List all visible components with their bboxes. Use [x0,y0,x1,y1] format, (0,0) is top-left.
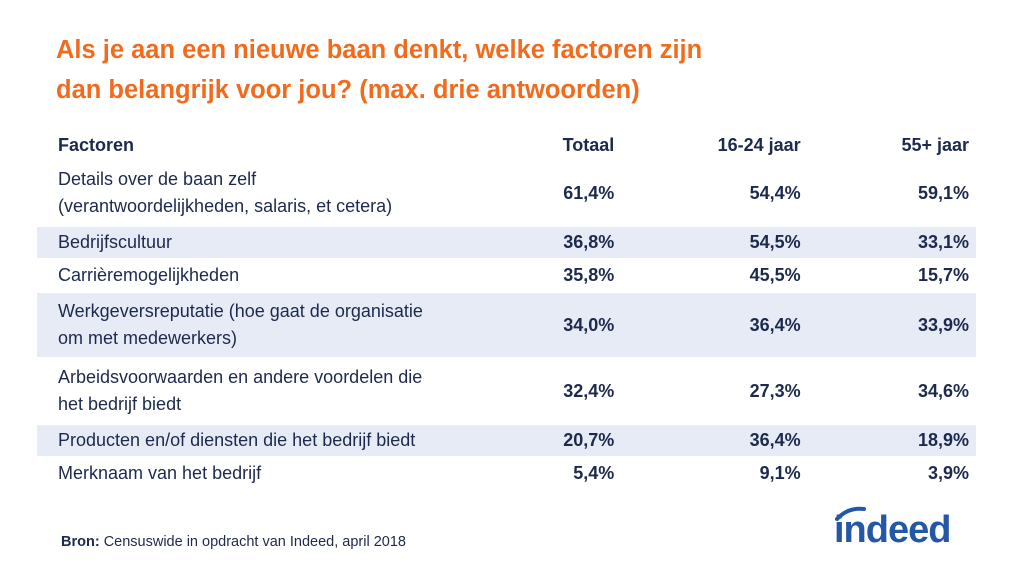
value-totaal: 34,0% [548,293,615,357]
value-totaal: 5,4% [573,463,615,483]
factor-cell: Werkgeversreputatie (hoe gaat de organis… [37,293,549,357]
logo-text: indeed [834,509,951,551]
value-55-plus: 34,6% [917,380,969,401]
factor-line-1: Werkgeversreputatie (hoe gaat de organis… [58,301,423,321]
header-55-plus: 55+ jaar [901,135,969,155]
chart-title: Als je aan een nieuwe baan denkt, welke … [56,30,816,110]
value-totaal: 20,7% [548,425,615,456]
value-16-24: 36,4% [614,293,801,357]
factor-cell: Merknaam van het bedrijf [58,463,262,483]
value-55-plus: 18,9% [800,425,976,456]
value-55-plus: 59,1% [917,182,969,203]
table-row: Producten en/of diensten die het bedrijf… [37,425,976,456]
value-16-24: 54,5% [614,227,801,258]
header-totaal: Totaal [562,135,615,155]
value-55-plus: 33,1% [800,227,976,258]
value-16-24: 54,4% [749,182,801,203]
header-16-24: 16-24 jaar [717,135,801,155]
value-16-24: 27,3% [749,380,801,401]
source-label: Bron: [61,534,100,550]
factor-line-2: het bedrijf biedt [58,394,182,414]
factor-cell: Producten en/of diensten die het bedrijf… [37,425,549,456]
value-16-24: 36,4% [614,425,801,456]
factor-cell: Arbeidsvoorwaarden en andere voordelen d… [37,359,549,423]
factor-line-1: Details over de baan zelf [58,169,257,189]
table-row: Arbeidsvoorwaarden en andere voordelen d… [37,359,976,423]
indeed-logo: indeed [834,505,974,555]
table-header-row: Factoren Totaal 16-24 jaar 55+ jaar [37,130,976,161]
factor-line-2: (verantwoordelijkheden, salaris, et cete… [58,196,393,216]
factor-cell: Bedrijfscultuur [37,227,549,258]
value-totaal: 36,8% [548,227,615,258]
factor-line-1: Arbeidsvoorwaarden en andere voordelen d… [58,367,423,387]
logo-swoosh-icon [835,506,866,521]
table-row: Werkgeversreputatie (hoe gaat de organis… [37,293,976,357]
value-16-24: 9,1% [759,463,801,483]
factors-table: Factoren Totaal 16-24 jaar 55+ jaar Deta… [37,130,976,489]
source-text: Censuswide in opdracht van Indeed, april… [99,534,406,550]
table-row: Details over de baan zelf (verantwoordeli… [37,161,976,225]
source-note: Bron: Censuswide in opdracht van Indeed,… [61,534,406,550]
table-row: Bedrijfscultuur 36,8% 54,5% 33,1% [37,227,976,258]
value-55-plus: 15,7% [917,265,969,285]
factor-cell: Carrièremogelijkheden [58,265,240,285]
value-totaal: 35,8% [563,265,615,285]
value-16-24: 45,5% [749,265,801,285]
table-row: Merknaam van het bedrijf 5,4% 9,1% 3,9% [37,458,976,489]
value-55-plus: 3,9% [927,463,969,483]
chart-title-line-1: Als je aan een nieuwe baan denkt, welke … [56,36,703,64]
table-row: Carrièremogelijkheden 35,8% 45,5% 15,7% [37,260,976,291]
value-55-plus: 33,9% [800,293,976,357]
value-totaal: 61,4% [563,182,615,203]
chart-title-line-2: dan belangrijk voor jou? (max. drie antw… [56,76,640,104]
factor-cell: Details over de baan zelf (verantwoordeli… [37,161,549,225]
value-totaal: 32,4% [563,380,615,401]
factor-line-2: om met medewerkers) [58,328,238,348]
header-factoren: Factoren [58,135,135,155]
